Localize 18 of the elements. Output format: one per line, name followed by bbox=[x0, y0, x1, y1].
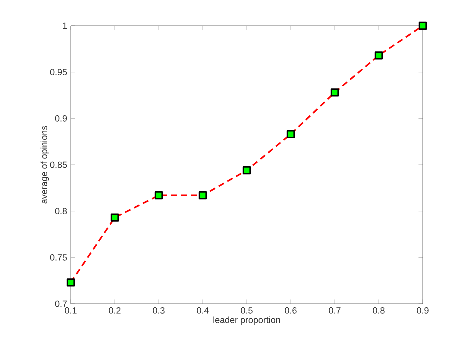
x-tick-label: 0.1 bbox=[65, 308, 77, 314]
x-axis-title: leader proportion bbox=[214, 316, 280, 326]
x-tick-label: 0.6 bbox=[285, 308, 297, 314]
y-tick-label: 0.85 bbox=[50, 162, 68, 168]
y-tick-label: 1 bbox=[63, 22, 68, 30]
x-tick-label: 0.3 bbox=[153, 308, 165, 314]
y-tick-label: 0.75 bbox=[50, 254, 68, 261]
y-axis-title: average of opinions bbox=[40, 126, 50, 204]
x-tick-label: 0.7 bbox=[329, 308, 341, 314]
x-tick-label: 0.2 bbox=[109, 308, 121, 314]
x-tick-label: 0.5 bbox=[241, 308, 253, 314]
y-tick-label: 0.8 bbox=[55, 208, 68, 215]
y-tick-label: 0.9 bbox=[55, 115, 68, 122]
x-tick-label: 0.9 bbox=[417, 308, 429, 314]
y-tick-label: 0.95 bbox=[50, 69, 68, 76]
y-tick-label: 0.7 bbox=[55, 300, 68, 308]
x-tick-label: 0.4 bbox=[197, 308, 209, 314]
x-tick-label: 0.8 bbox=[373, 308, 385, 314]
